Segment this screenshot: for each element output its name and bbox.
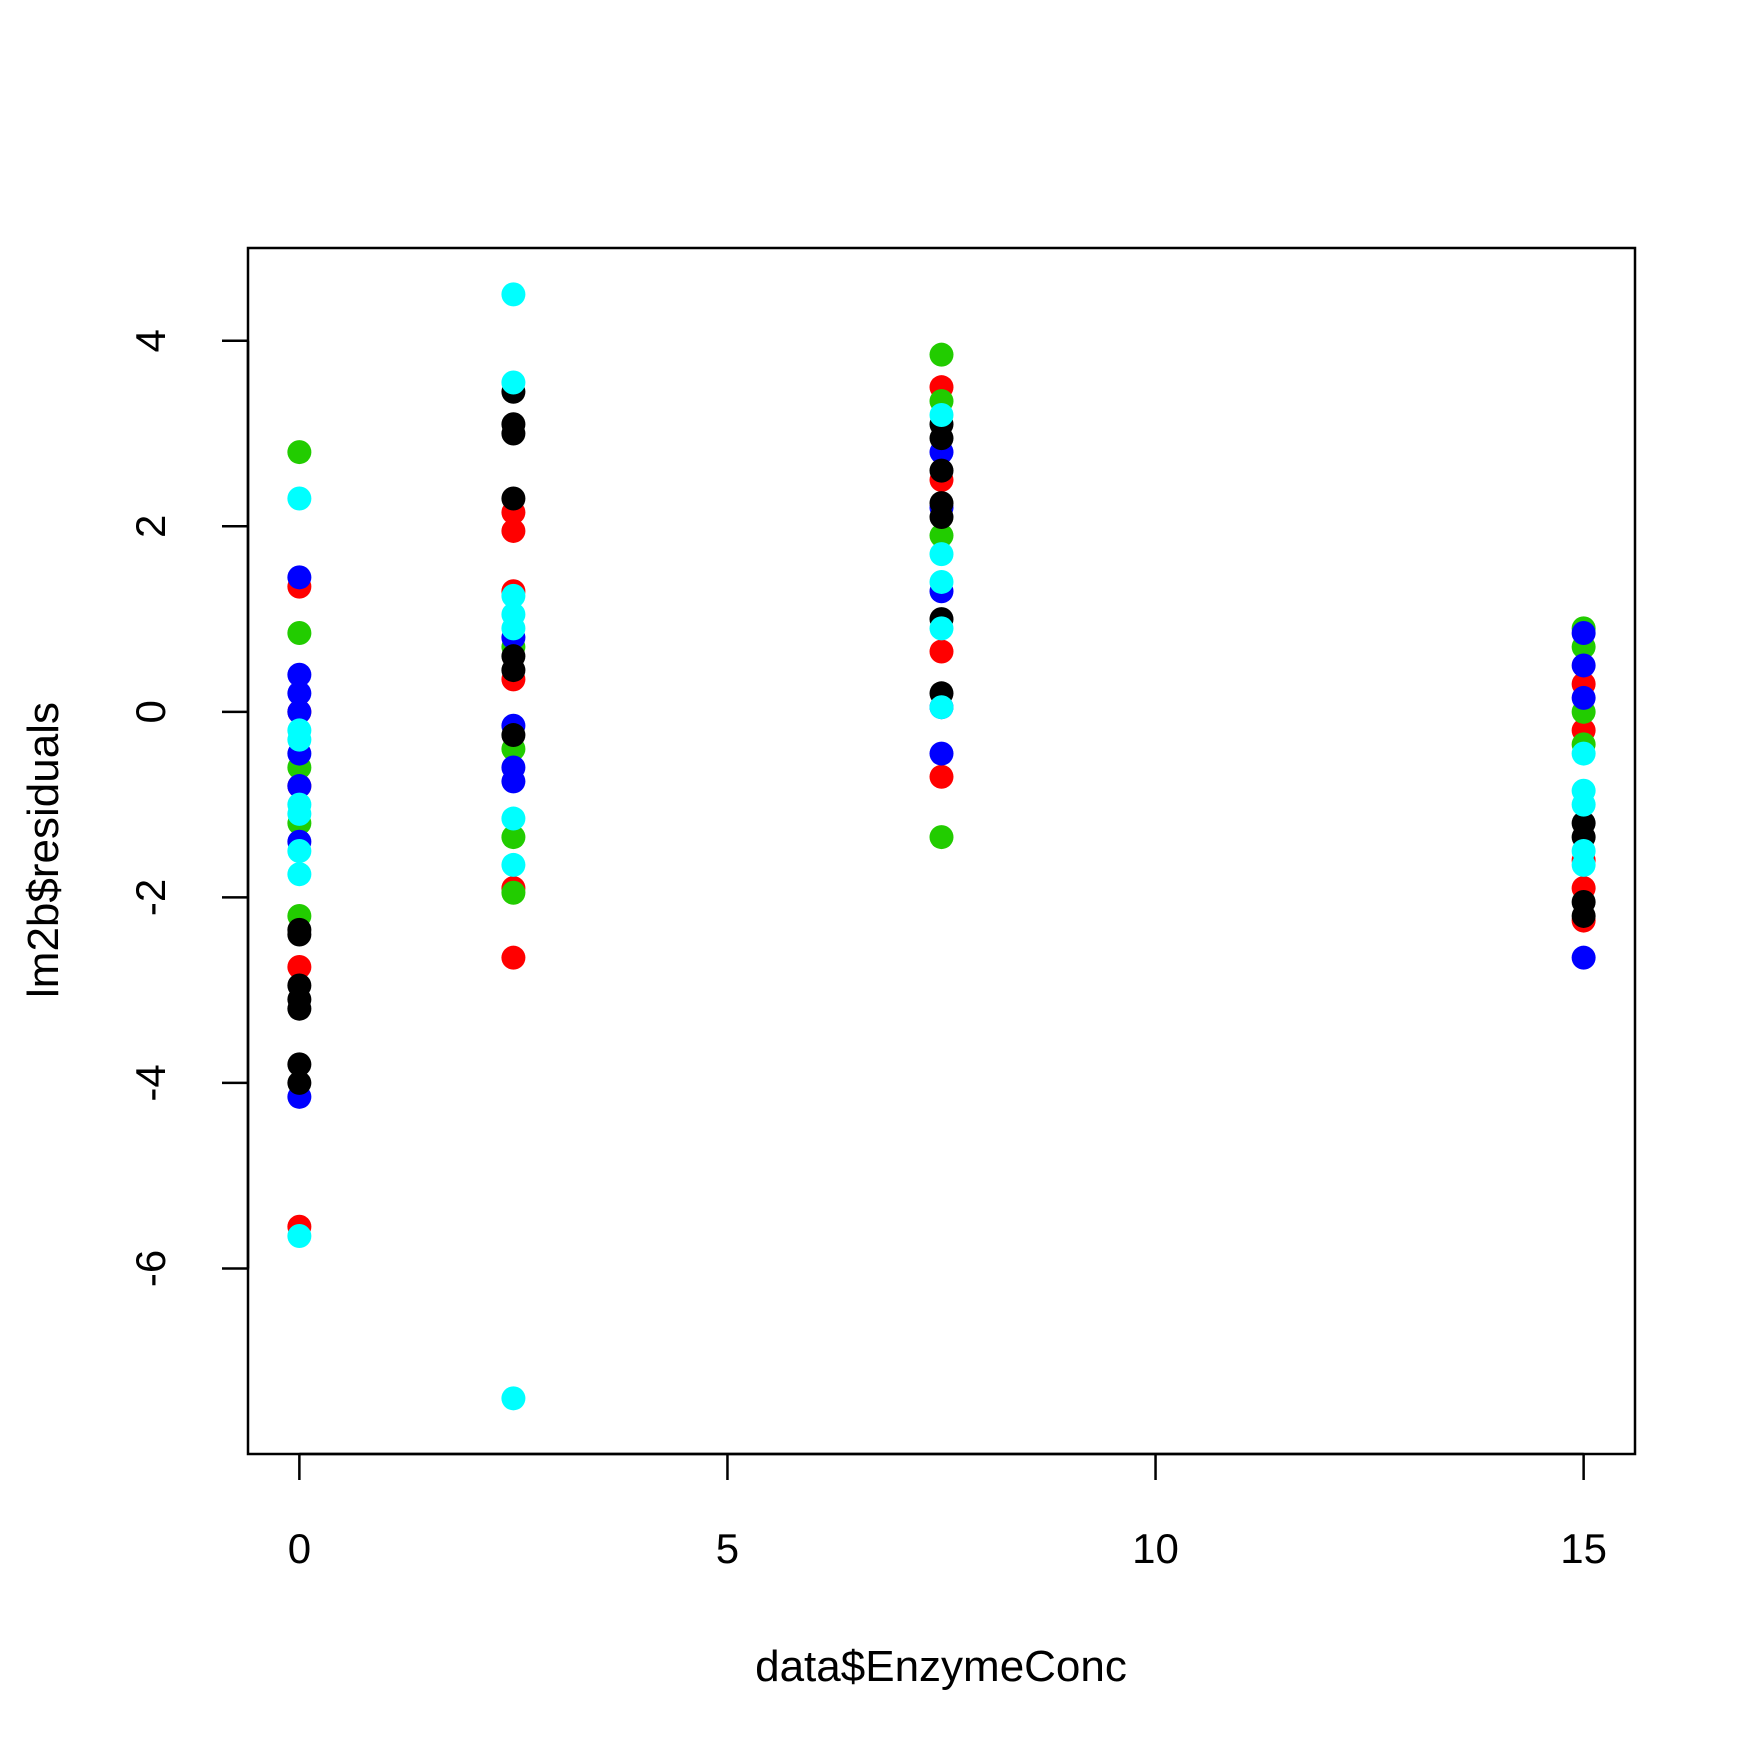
data-point <box>287 699 312 724</box>
data-point <box>1571 792 1596 817</box>
data-point <box>501 852 526 877</box>
data-point <box>501 769 526 794</box>
data-point <box>501 616 526 641</box>
data-point <box>929 426 954 451</box>
data-point <box>501 945 526 970</box>
data-point <box>501 421 526 446</box>
y-axis-label: lm2b$residuals <box>19 702 68 998</box>
data-point <box>501 723 526 748</box>
data-point <box>929 542 954 567</box>
data-point <box>929 825 954 850</box>
data-point <box>929 458 954 483</box>
data-point <box>1571 903 1596 928</box>
data-point <box>501 583 526 608</box>
data-point <box>929 741 954 766</box>
data-point <box>287 440 312 465</box>
data-point <box>287 954 312 979</box>
data-point <box>287 681 312 706</box>
data-point <box>1571 653 1596 678</box>
data-point <box>929 402 954 427</box>
data-point <box>287 727 312 752</box>
data-point <box>287 486 312 511</box>
y-tick-label: 0 <box>127 700 174 723</box>
y-axis: -6 -4 -2 0 2 4 <box>127 329 250 1287</box>
x-tick-label: 15 <box>1560 1525 1607 1572</box>
x-axis-label: data$EnzymeConc <box>755 1642 1127 1691</box>
data-point <box>287 565 312 590</box>
data-point <box>287 1070 312 1095</box>
y-tick-label: -6 <box>127 1250 174 1287</box>
data-point <box>501 486 526 511</box>
data-point <box>1571 945 1596 970</box>
data-point <box>501 518 526 543</box>
data-point <box>287 774 312 799</box>
data-point <box>287 1052 312 1077</box>
x-axis: 0 5 10 15 <box>288 1452 1607 1572</box>
y-tick-label: 4 <box>127 329 174 352</box>
data-point <box>287 996 312 1021</box>
data-point <box>929 505 954 530</box>
y-tick-label: -4 <box>127 1064 174 1101</box>
data-point <box>929 569 954 594</box>
data-point <box>1571 852 1596 877</box>
data-point <box>929 639 954 664</box>
data-point <box>501 806 526 831</box>
data-point <box>929 523 954 548</box>
y-tick-label: 2 <box>127 515 174 538</box>
data-point <box>287 839 312 863</box>
data-point <box>929 342 954 367</box>
data-point <box>287 922 312 947</box>
data-point <box>287 662 312 687</box>
x-tick-label: 5 <box>716 1525 739 1572</box>
data-point <box>501 282 526 307</box>
data-point <box>1571 620 1596 645</box>
data-point <box>501 825 526 850</box>
x-tick-label: 10 <box>1132 1525 1179 1572</box>
data-point <box>501 880 526 905</box>
data-point <box>501 658 526 683</box>
data-point <box>1571 685 1596 710</box>
data-point <box>929 764 954 789</box>
data-point <box>929 695 954 720</box>
data-point <box>287 1223 312 1248</box>
data-point <box>929 616 954 641</box>
data-point <box>501 370 526 395</box>
y-tick-label: -2 <box>127 879 174 916</box>
data-point <box>287 620 312 645</box>
data-point <box>287 801 312 826</box>
x-tick-label: 0 <box>288 1525 311 1572</box>
data-point <box>287 862 312 887</box>
data-point <box>1571 741 1596 766</box>
data-point <box>501 1386 526 1411</box>
points-layer <box>287 282 1596 1411</box>
